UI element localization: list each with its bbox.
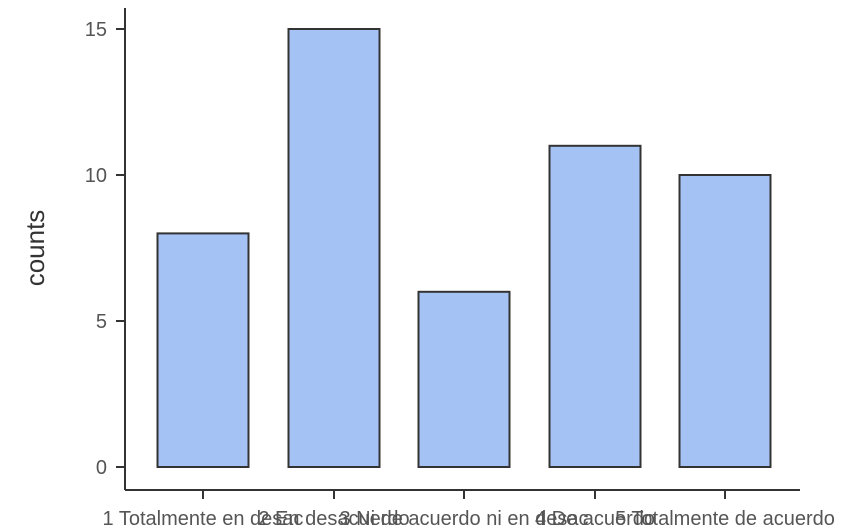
y-tick-label: 5	[96, 311, 107, 333]
x-category-label-5: 5 Totalmente de acuerdo	[615, 508, 835, 530]
bar-3	[417, 290, 511, 468]
x-category-label-4: 4 De acuerdo	[535, 508, 655, 530]
y-tick-label: 10	[85, 165, 107, 187]
y-tick-label: 0	[96, 457, 107, 479]
bar-2	[287, 28, 381, 468]
bar-4	[548, 144, 642, 469]
y-axis-title: counts	[20, 210, 50, 287]
y-ticks-group: 0 5 10 15	[85, 19, 125, 479]
bar-5	[678, 174, 772, 468]
x-category-label-2: 2 En desacuerdo	[258, 508, 409, 530]
bar-1	[156, 232, 250, 468]
y-tick-label: 15	[85, 19, 107, 41]
bars-group	[156, 28, 772, 469]
x-category-label-1: 1 Totalmente en desac	[103, 508, 304, 530]
x-category-label-3: 3 Ni de acuerdo ni en desac	[339, 508, 588, 530]
